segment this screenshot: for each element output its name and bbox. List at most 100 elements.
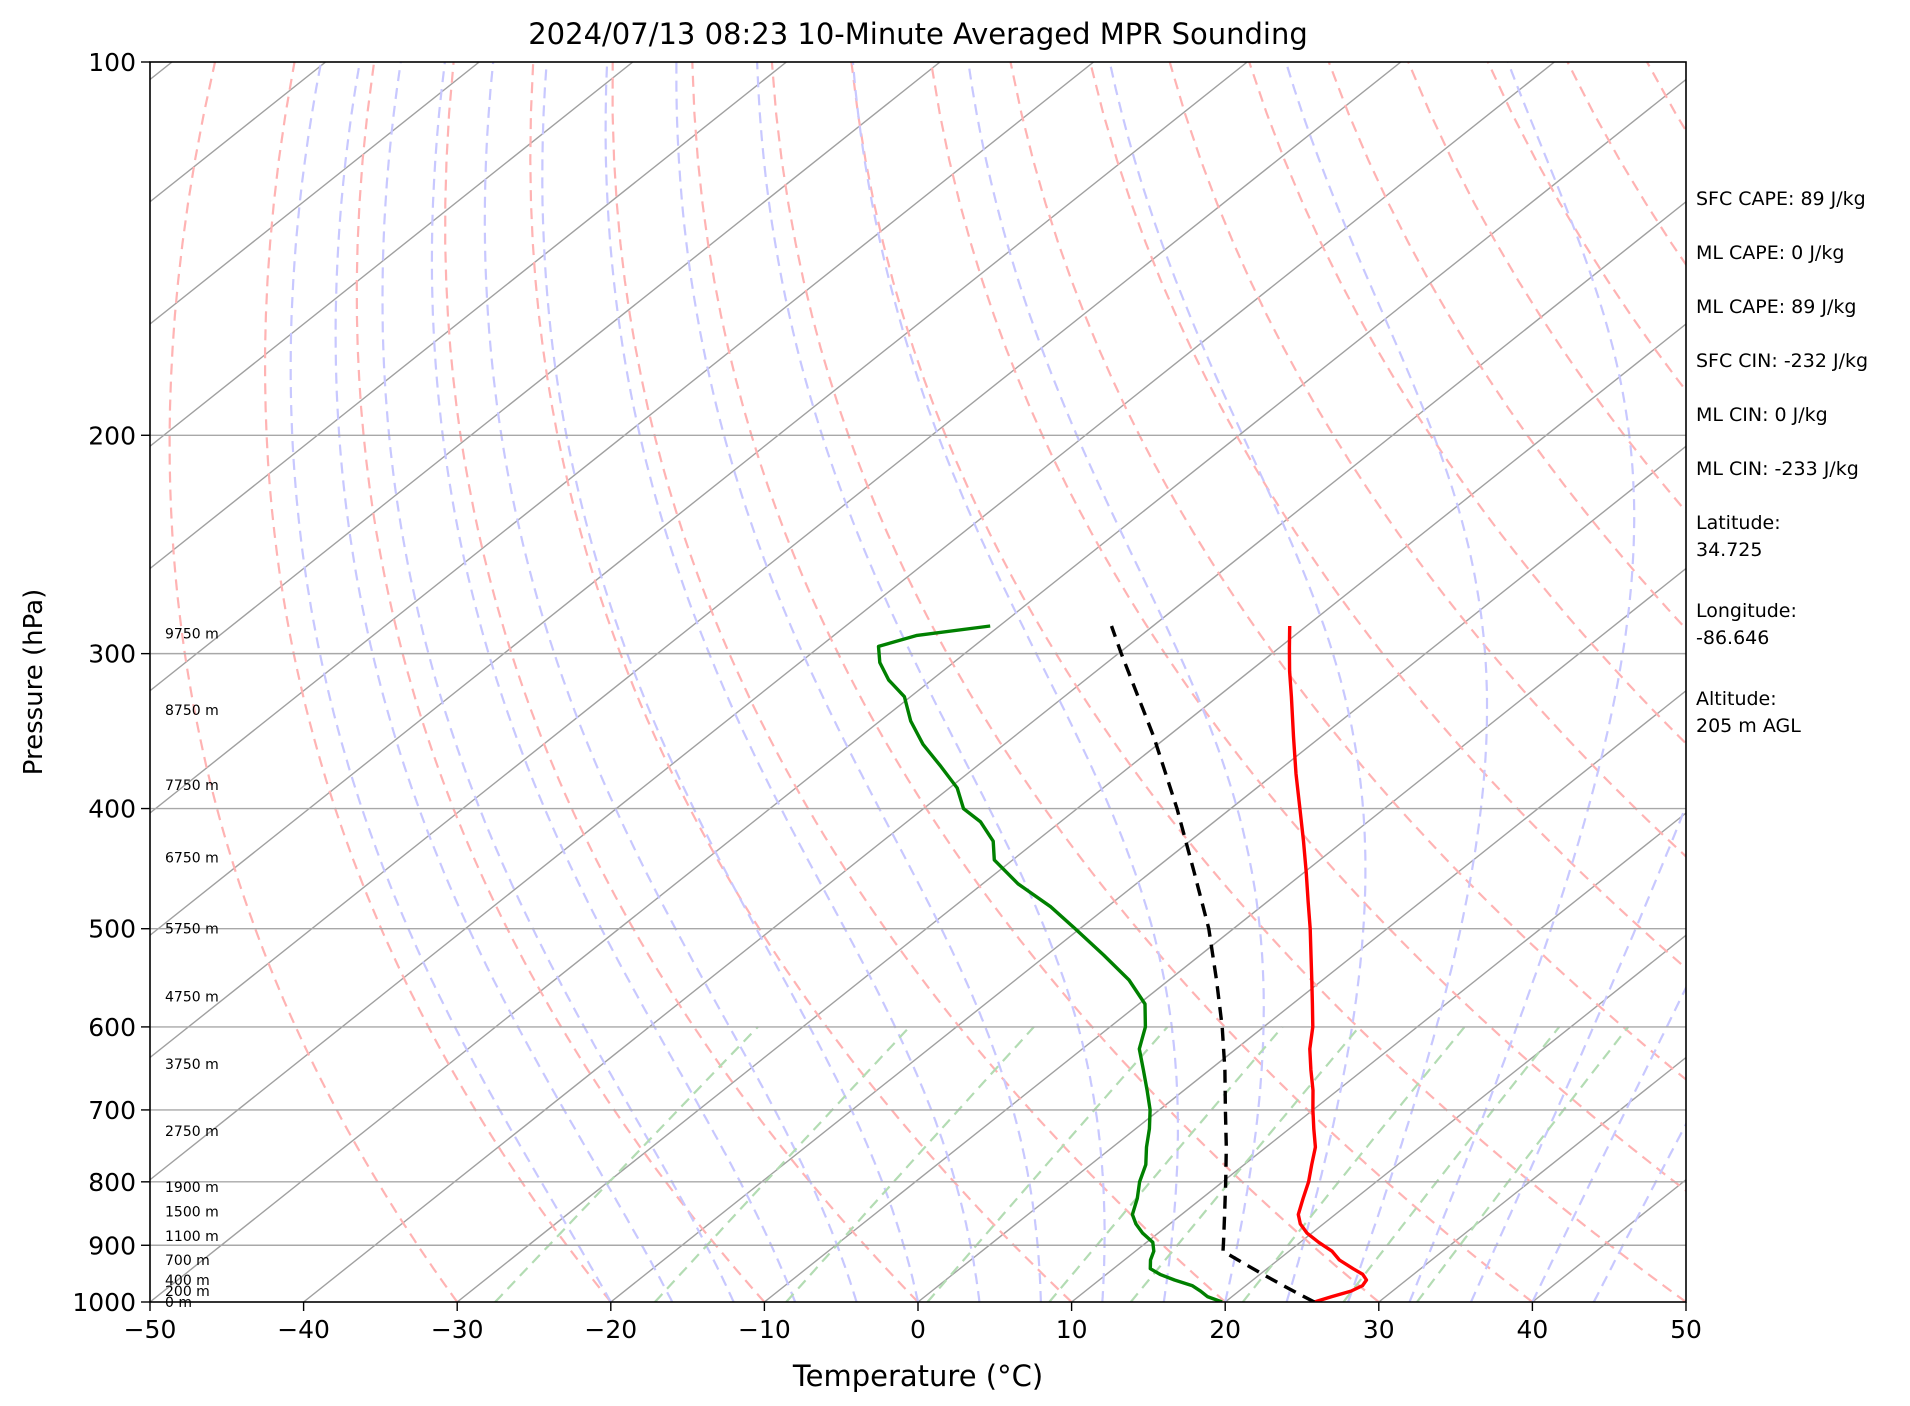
x-tick-label: 30	[1363, 1315, 1395, 1344]
series-line-2	[1109, 625, 1316, 1302]
y-tick-label: 400	[88, 795, 136, 824]
dry-adiabat-line	[355, 62, 766, 1302]
height-label: 1500 m	[165, 1204, 219, 1220]
x-tick-label: −10	[738, 1315, 791, 1344]
height-label: 6750 m	[165, 850, 219, 866]
moist-adiabat-line	[851, 62, 1179, 1302]
isotherm-line	[456, 323, 1686, 1302]
y-tick-label: 1000	[72, 1288, 136, 1317]
moist-adiabat-line	[675, 62, 1042, 1302]
x-tick-label: 50	[1670, 1315, 1702, 1344]
moist-adiabat-line	[756, 62, 1106, 1302]
dry-adiabat-line	[850, 62, 1686, 1302]
ml-cape-text: ML CAPE: 0 J/kg	[1696, 242, 1845, 264]
height-label: 400 m	[165, 1273, 210, 1289]
moist-adiabat-line	[1469, 803, 1686, 1302]
y-tick-label: 900	[88, 1231, 136, 1260]
x-tick-label: 20	[1209, 1315, 1241, 1344]
horizontal-gridlines	[150, 434, 1686, 1246]
moist-adiabat-line	[604, 62, 981, 1302]
moist-adiabat-line	[430, 62, 797, 1302]
series-layer	[876, 624, 1369, 1302]
isotherm-line	[150, 62, 634, 448]
parameters-panel: SFC CAPE: 89 J/kg ML CAPE: 0 J/kg ML CAP…	[1696, 186, 1906, 774]
y-tick-label: 600	[88, 1013, 136, 1042]
height-label: 0 m	[165, 1295, 192, 1311]
x-tick-label: 10	[1056, 1315, 1088, 1344]
height-label: 4750 m	[165, 989, 219, 1005]
dry-adiabat-line	[1327, 62, 1686, 631]
moist-adiabat-line	[381, 62, 735, 1302]
y-tick-label: 100	[88, 48, 136, 77]
isotherm-line	[150, 62, 941, 692]
dry-adiabat-line	[168, 62, 459, 1302]
series-line-0	[1287, 625, 1369, 1302]
height-label: 1900 m	[165, 1180, 219, 1196]
dry-adiabat-line	[264, 62, 612, 1302]
isotherm-line	[150, 62, 480, 325]
isotherm-line	[150, 62, 787, 570]
chart-title: 2024/07/13 08:23 10-Minute Averaged MPR …	[528, 17, 1308, 51]
isotherm-line	[150, 62, 1402, 1059]
sfc-cape-text: SFC CAPE: 89 J/kg	[1696, 188, 1866, 210]
y-tick-label: 500	[88, 915, 136, 944]
moist-adiabat-line	[334, 62, 674, 1302]
background-lines	[0, 62, 1686, 1302]
mixing-ratio-line	[654, 1026, 911, 1302]
height-label: 1100 m	[165, 1229, 219, 1245]
dry-adiabat-line	[691, 62, 1380, 1302]
longitude-text: Longitude: -86.646	[1696, 600, 1797, 649]
x-tick-label: 40	[1516, 1315, 1548, 1344]
latitude-text: Latitude: 34.725	[1696, 512, 1781, 561]
height-label: 5750 m	[165, 922, 219, 938]
x-tick-label: −50	[124, 1315, 177, 1344]
x-tick-label: −20	[584, 1315, 637, 1344]
moist-adiabat-line	[1592, 1121, 1686, 1302]
isotherm-line	[1071, 812, 1686, 1302]
altitude-text: Altitude: 205 m AGL	[1696, 688, 1801, 737]
dry-adiabat-line	[770, 62, 1534, 1302]
mixing-ratio-line	[1416, 1026, 1630, 1302]
series-line-1	[876, 624, 1223, 1302]
isotherm-line	[150, 78, 1686, 1302]
x-tick-label: −40	[277, 1315, 330, 1344]
mixing-ratio-line	[926, 1026, 1169, 1302]
sfc-cin-text: SFC CIN: -232 J/kg	[1696, 350, 1869, 372]
dry-adiabat-line	[1009, 62, 1686, 1081]
height-label: 7750 m	[165, 778, 219, 794]
moist-adiabat-line	[1408, 62, 1636, 1302]
height-label: 200 m	[165, 1284, 210, 1300]
moist-adiabat-line	[483, 62, 858, 1302]
dry-adiabat-line	[529, 62, 1073, 1302]
x-axis-ticks: −50 −40 −30 −20 −10 0 10 20 30 40 50	[124, 1302, 1702, 1344]
isotherm-line	[150, 62, 1095, 814]
mixing-ratio-line	[1342, 1026, 1561, 1302]
ml-cape-text-2: ML CAPE: 89 J/kg	[1696, 296, 1857, 318]
y-tick-label: 800	[88, 1168, 136, 1197]
y-axis-label: Pressure (hPa)	[19, 589, 49, 776]
isotherm-line	[303, 200, 1686, 1302]
height-label: 9750 m	[165, 627, 219, 643]
x-axis-label: Temperature (°C)	[792, 1359, 1043, 1393]
y-tick-label: 300	[88, 640, 136, 669]
mixing-ratio-line	[785, 1026, 1035, 1302]
height-label: 3750 m	[165, 1057, 219, 1073]
mixing-ratio-line	[494, 1026, 759, 1302]
y-tick-label: 200	[88, 421, 136, 450]
isotherm-line	[150, 62, 1248, 937]
ml-cin-text: ML CIN: 0 J/kg	[1696, 404, 1828, 426]
height-label: 700 m	[165, 1253, 210, 1269]
moist-adiabat-line	[289, 62, 612, 1302]
isotherm-line	[0, 62, 18, 1302]
height-label: 2750 m	[165, 1124, 219, 1140]
isotherm-line	[150, 62, 1555, 1181]
moist-adiabat-line	[541, 62, 920, 1302]
isotherm-line	[1224, 934, 1686, 1302]
height-label: 8750 m	[165, 703, 219, 719]
x-tick-label: −30	[431, 1315, 484, 1344]
moist-adiabat-line	[967, 62, 1265, 1302]
x-tick-label: 0	[910, 1315, 926, 1344]
y-tick-label: 700	[88, 1096, 136, 1125]
